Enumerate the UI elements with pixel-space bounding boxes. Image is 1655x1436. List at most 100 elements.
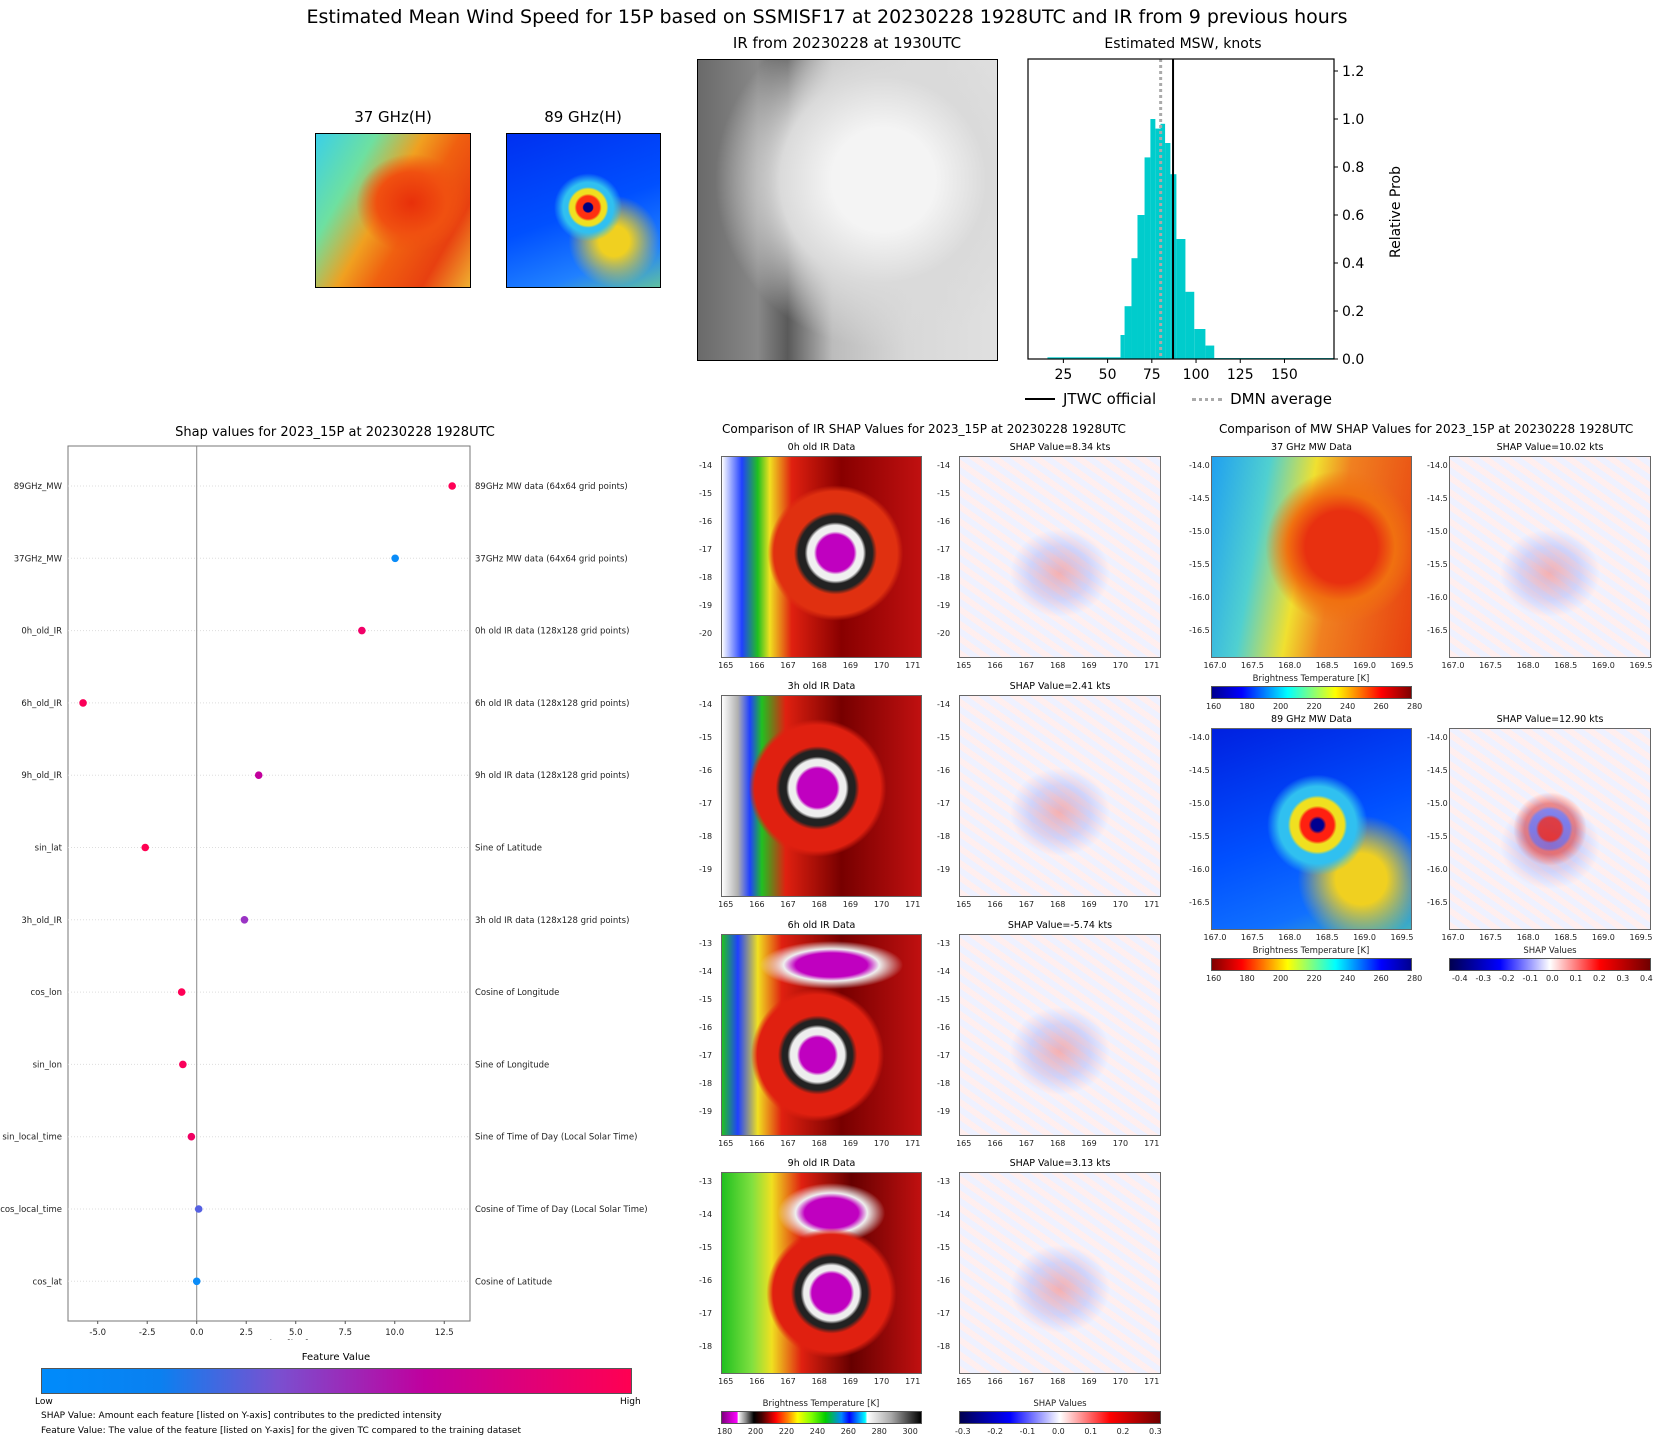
ir-panel-1-lat-tick: -16 (699, 766, 713, 776)
x-tick-label: 5.0 (289, 1328, 303, 1338)
ir-shap-panel-1-lon-tick: 168 (1050, 900, 1066, 909)
mw-panel-1-lon-tick: 168.5 (1315, 933, 1339, 942)
feature-description: Sine of Latitude (475, 844, 542, 854)
histogram-axes (1027, 58, 1335, 360)
mw-shap-panel-0-lat-tick: -15.5 (1427, 560, 1448, 570)
ir-panel-2-lon-tick: 166 (749, 1139, 765, 1148)
mw-panel-0-lon-tick: 167.5 (1240, 661, 1264, 670)
histogram-bar (1047, 357, 1121, 359)
ir-shap-panel-3-lat-tick: -15 (937, 1243, 951, 1253)
ir-shap-panel-3-title: SHAP Value=3.13 kts (1009, 1158, 1111, 1169)
ir-panel-2-lat-tick: -16 (699, 1023, 713, 1032)
shap-point (192, 1277, 201, 1286)
shap-point (79, 699, 87, 707)
ir-colorbar-title: Brightness Temperature [K] (762, 1399, 880, 1409)
ir-shap-panel-1-lat-tick: -16 (937, 766, 951, 776)
mw-shap-panel-1-image (1449, 728, 1651, 930)
ir-panel-1-lon-tick: 166 (749, 900, 765, 909)
ghz37-image (315, 133, 471, 288)
ir-shap-colorbar-tick: 0.0 (1052, 1427, 1065, 1436)
ir-colorbar-tick: 200 (747, 1427, 764, 1436)
ir-panel-0-lon-tick: 171 (905, 661, 921, 670)
mw-shap-panel-0-lon-tick: 169.5 (1629, 661, 1653, 670)
ir-shap-panel-1-lat-tick: -19 (937, 865, 951, 875)
feature-label: 3h_old_IR (21, 916, 62, 926)
ir-panel-0-lat-tick: -17 (699, 545, 713, 554)
feature-label: 6h_old_IR (21, 699, 62, 709)
mw-comparison-title: Comparison of MW SHAP Values for 2023_15… (1219, 422, 1634, 436)
mw-panel-0-lon-tick: 168.0 (1278, 661, 1302, 670)
ir-shap-panel-1-lat-tick: -14 (937, 700, 951, 709)
ir-shap-panel-0-lon-tick: 171 (1144, 661, 1160, 670)
ir-shap-colorbar-tick: 0.1 (1084, 1427, 1098, 1436)
ir-colorbar-tick: 220 (778, 1427, 795, 1436)
ir-shap-panel-2-lat-tick: -18 (937, 1079, 951, 1088)
ir-title: IR from 20230228 at 1930UTC (732, 34, 962, 52)
mw-panel-1-title: 89 GHz MW Data (1271, 714, 1352, 725)
mw-shap-colorbar-title: SHAP Values (1523, 946, 1577, 956)
histogram-bar (1155, 128, 1161, 359)
feature-label: sin_lon (33, 1060, 62, 1070)
ir-shap-panel-3-lon-tick: 167 (1018, 1377, 1035, 1386)
ir-colorbar-tick: 300 (902, 1427, 918, 1436)
feature-label: 0h_old_IR (21, 627, 62, 637)
ir-panel-3-lat-tick: -17 (699, 1309, 713, 1319)
mw-shap-panel-1-lat-tick: -16.0 (1427, 865, 1448, 875)
shap-point (254, 771, 263, 779)
ir-panel-0-lon-tick: 166 (749, 661, 765, 670)
mw37-colorbar (1211, 686, 1412, 699)
mw89-colorbar-tick: 180 (1239, 974, 1255, 983)
ir-shap-panel-0-lon-tick: 169 (1081, 661, 1097, 670)
legend-dmn-label: DMN average (1230, 390, 1333, 408)
mw-shap-panel-1-lat-tick: -14.0 (1427, 733, 1448, 742)
mw-shap-colorbar-tick: 0.4 (1640, 974, 1653, 983)
ir-shap-panel-0-lat-tick: -15 (937, 489, 951, 498)
ir-panel-2-lat-tick: -18 (699, 1079, 713, 1088)
ir-shap-panel-1-lat-tick: -17 (937, 799, 951, 809)
shap-point (179, 1060, 187, 1069)
ir-shap-colorbar-tick: -0.2 (987, 1427, 1003, 1436)
ir-shap-panel-0-lat-tick: -17 (937, 545, 951, 554)
ir-panel-0-lon-tick: 170 (873, 661, 890, 670)
ir-shap-panel-2-lon-tick: 165 (956, 1139, 972, 1148)
mw-shap-colorbar-tick: -0.4 (1452, 974, 1468, 983)
mw-shap-panel-0-title: SHAP Value=10.02 kts (1496, 442, 1604, 453)
ir-panel-3-lon-tick: 171 (905, 1377, 921, 1386)
x-tick-label: 50 (1099, 367, 1117, 383)
mw-shap-panel-0-lat-tick: -16.0 (1427, 593, 1448, 603)
mw37-colorbar-tick: 160 (1206, 702, 1222, 711)
ir-shap-panel-2-lat-tick: -19 (937, 1107, 951, 1116)
ir-shap-panel-2-lat-tick: -14 (937, 967, 951, 976)
mw-shap-colorbar-tick: 0.0 (1546, 974, 1559, 983)
feature-description: Cosine of Latitude (475, 1277, 552, 1287)
feature-description: 6h old IR data (128x128 grid points) (475, 699, 629, 709)
feature-label: 89GHz_MW (14, 482, 63, 492)
histogram-bar (1120, 335, 1125, 359)
mw-panel-0-image (1211, 456, 1412, 658)
feature-label: cos_lat (33, 1277, 63, 1287)
histogram-bar (1176, 239, 1186, 359)
mw-shap-colorbar-tick: -0.2 (1499, 974, 1515, 983)
mw-panel-1-lat-tick: -16.5 (1189, 898, 1210, 908)
shap-chart: 89GHz_MW 89GHz MW data (64x64 grid points… (0, 445, 648, 1340)
ir-panel-0-lat-tick: -18 (699, 573, 713, 582)
ir-shap-colorbar-tick: -0.1 (1019, 1427, 1036, 1436)
mw-shap-colorbar-tick: -0.3 (1475, 974, 1492, 983)
shap-point (240, 916, 249, 924)
feature-label: sin_lat (35, 844, 63, 854)
ir-shap-panel-1-image (959, 695, 1161, 897)
mw-shap-panel-1-lon-tick: 169.0 (1591, 933, 1615, 942)
feature-label: cos_lon (30, 988, 62, 998)
y-tick-label: 0.4 (1342, 256, 1364, 272)
ir-image (697, 59, 998, 361)
ir-panel-0-lat-tick: -20 (699, 629, 713, 638)
histogram-bar (1205, 345, 1215, 359)
feature-label: cos_local_time (0, 1205, 62, 1215)
shap-point (194, 1205, 203, 1213)
mw37-colorbar-tick: 260 (1373, 702, 1389, 711)
mw-shap-panel-0-lat-tick: -14.0 (1427, 461, 1448, 470)
histogram-chart: 25 50 75 100 125 150 0.0 0.2 0.4 0.6 0.8 1.0 1.2 (1027, 58, 1364, 383)
ir-shap-panel-1-title: SHAP Value=2.41 kts (1009, 681, 1111, 692)
mw-shap-colorbar-tick: -0.1 (1522, 974, 1539, 983)
ir-panel-3-lon-tick: 166 (749, 1377, 765, 1386)
